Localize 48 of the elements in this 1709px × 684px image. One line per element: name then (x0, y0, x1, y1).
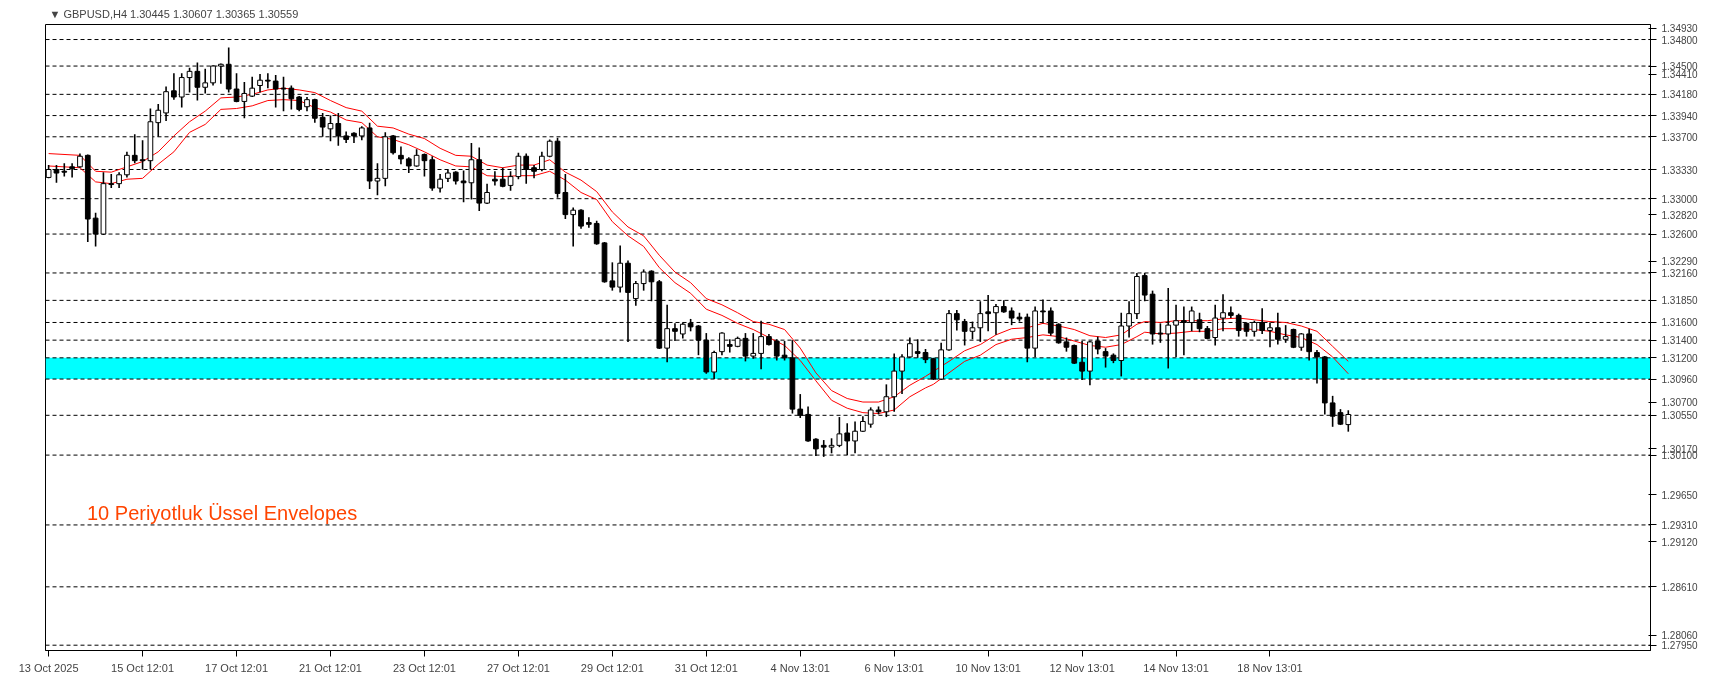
y-tick-label: 1.29650 (1661, 489, 1699, 501)
ref-line-label: 1.31400 (1661, 335, 1699, 347)
x-tick-label: 14 Nov 13:01 (1143, 661, 1209, 674)
ref-line-label: 1.33000 (1661, 193, 1699, 205)
ref-line-label: 1.34180 (1661, 89, 1699, 101)
ref-line-label: 1.31600 (1661, 317, 1699, 329)
y-tick-label: 1.29120 (1661, 536, 1699, 548)
x-tick-label: 23 Oct 12:01 (392, 661, 456, 674)
y-tick-label: 1.28060 (1661, 630, 1699, 642)
x-tick-label: 10 Nov 13:01 (955, 661, 1021, 674)
x-tick-label: 6 Nov 13:01 (864, 661, 924, 674)
ref-line-label: 1.33940 (1661, 110, 1699, 122)
y-tick-label: 1.30700 (1661, 397, 1699, 409)
x-tick-label: 21 Oct 12:01 (298, 661, 362, 674)
x-tick-label: 29 Oct 12:01 (580, 661, 644, 674)
ref-line-label: 1.31200 (1661, 352, 1699, 364)
x-tick-label: 17 Oct 12:01 (205, 661, 269, 674)
y-tick-label: 1.32290 (1661, 256, 1699, 268)
chart-title: ▼ GBPUSD,H4 1.30445 1.30607 1.30365 1.30559 (49, 7, 299, 20)
y-tick-label: 1.32820 (1661, 209, 1699, 221)
ref-line-label: 1.33700 (1661, 131, 1699, 143)
ref-line-label: 1.32600 (1661, 229, 1699, 241)
candlestick (578, 208, 584, 230)
ref-line-label: 1.28610 (1661, 581, 1699, 593)
ref-line-label: 1.30550 (1661, 410, 1699, 422)
candlestick (108, 173, 115, 189)
y-tick-label: 1.34930 (1661, 23, 1699, 35)
ref-line-label: 1.31850 (1661, 295, 1699, 307)
ref-line-label: 1.27950 (1661, 640, 1699, 652)
x-tick-label: 13 Oct 2025 (18, 661, 79, 674)
ref-line-label: 1.30960 (1661, 374, 1699, 386)
candlestick (202, 67, 209, 95)
x-tick-label: 18 Nov 13:01 (1237, 661, 1303, 674)
ref-line-label: 1.34800 (1661, 34, 1699, 46)
ref-line-label: 1.29310 (1661, 519, 1699, 531)
ref-line-label: 1.32160 (1661, 267, 1699, 279)
annotation: 10 Periyotluk Üssel Envelopes (87, 501, 358, 524)
candlestick (265, 72, 271, 89)
x-tick-label: 27 Oct 12:01 (486, 661, 550, 674)
candlestick (437, 173, 443, 194)
candlestick (586, 216, 592, 229)
candlestick (171, 72, 177, 101)
x-tick-label: 15 Oct 12:01 (111, 661, 175, 674)
x-tick-label: 4 Nov 13:01 (770, 661, 830, 674)
ref-line-label: 1.30100 (1661, 450, 1699, 462)
x-tick-label: 12 Nov 13:01 (1049, 661, 1115, 674)
ref-line-label: 1.33330 (1661, 164, 1699, 176)
x-tick-label: 31 Oct 12:01 (674, 661, 738, 674)
